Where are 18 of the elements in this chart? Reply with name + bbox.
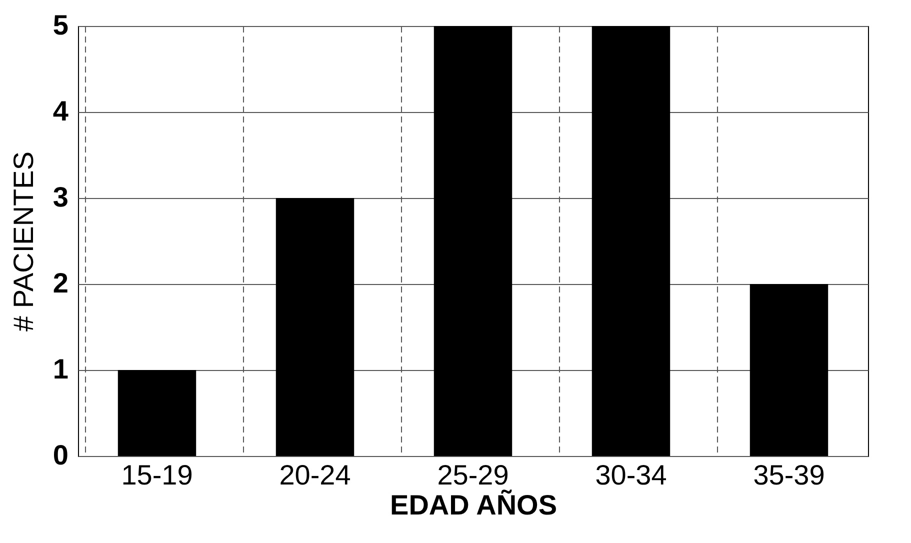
x-tick-label: 25-29	[437, 460, 509, 490]
x-tick-label: 15-19	[121, 460, 193, 490]
x-tick-label: 30-34	[595, 460, 667, 490]
x-axis-title: EDAD AÑOS	[390, 490, 557, 520]
bar	[276, 198, 354, 456]
y-tick-label: 2	[52, 268, 68, 298]
y-tick-label: 3	[52, 182, 68, 212]
bar	[750, 284, 828, 456]
y-tick-label: 4	[52, 96, 69, 126]
y-axis-title: # PACIENTES	[8, 152, 39, 332]
x-tick-label: 35-39	[753, 460, 825, 490]
bar	[592, 26, 670, 456]
bar	[434, 26, 512, 456]
y-tick-label: 0	[52, 440, 68, 470]
x-tick-label: 20-24	[279, 460, 351, 490]
y-tick-label: 1	[52, 354, 68, 384]
y-tick-label: 5	[52, 10, 68, 40]
bar	[118, 370, 196, 456]
